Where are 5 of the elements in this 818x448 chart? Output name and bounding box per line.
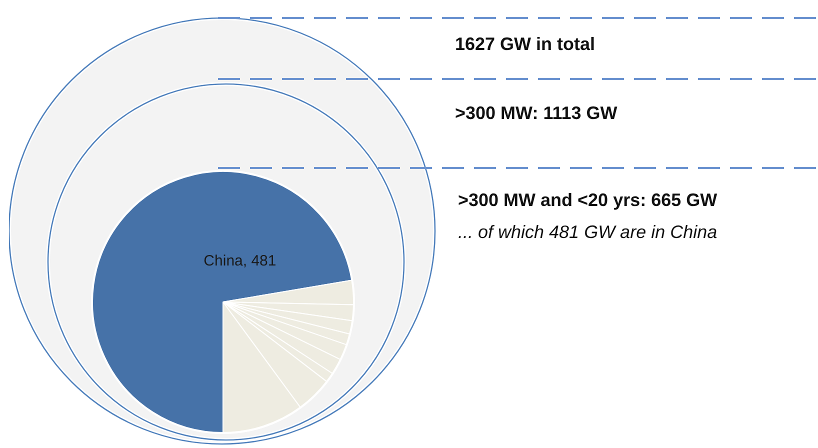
text: 1627 GW in total [455, 34, 596, 55]
text: ... of which 481 GW are in China [458, 222, 718, 243]
text: >300 MW: 1113 GW [455, 103, 618, 124]
slice-label: China, 481 [204, 252, 276, 270]
text: >300 MW and <20 yrs: 665 GW [458, 190, 718, 211]
